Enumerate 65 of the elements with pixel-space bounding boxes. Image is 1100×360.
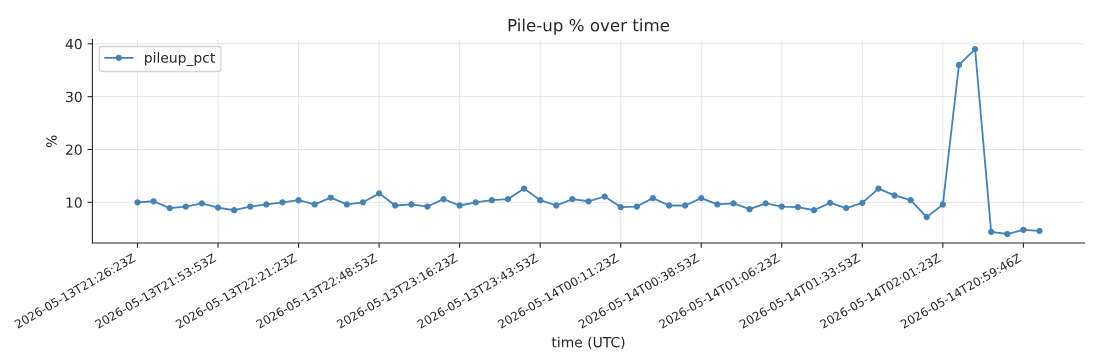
point [263,201,270,208]
point [311,201,318,208]
point [166,205,173,212]
point [714,201,721,208]
point [488,197,495,204]
point [907,197,914,204]
point [649,194,657,202]
x-axis-title: time (UTC) [551,336,625,350]
point [569,196,576,203]
point [343,201,351,208]
point [746,206,753,213]
point [553,202,560,209]
point [891,192,898,199]
point [440,196,447,203]
point [585,198,592,205]
point [198,200,206,207]
point [810,207,818,214]
y-tick-label: 10 [66,197,82,208]
point [859,199,866,206]
point [1036,227,1043,234]
point [134,199,141,206]
point [279,199,286,206]
point [231,207,238,214]
point [939,201,946,208]
y-tick-label: 20 [66,144,82,155]
point [923,213,930,221]
point [633,203,640,210]
point [682,202,689,209]
point [472,199,479,206]
point [988,228,995,236]
point [182,203,189,210]
point [665,202,673,209]
point [601,193,608,200]
point [504,196,512,203]
point [1020,226,1027,233]
point [698,194,705,202]
point [875,185,882,192]
legend-label: pileup_pct [145,52,215,66]
point [826,199,834,206]
point [424,203,431,210]
point [778,203,785,210]
y-tick-label: 30 [66,91,82,103]
point [456,202,463,209]
point [359,199,367,206]
point [1004,230,1011,238]
y-axis-title: % [46,135,57,148]
point [762,200,769,207]
point [408,201,415,208]
point [520,185,528,192]
point [955,61,963,69]
point [971,45,979,53]
point [730,200,737,207]
point [392,202,399,209]
point [150,198,157,205]
point [537,197,544,204]
point [375,190,383,197]
y-tick-label: 40 [65,38,82,50]
chart-title: Pile-up % over time [508,18,670,35]
point [794,203,802,211]
point [295,197,302,204]
point [214,204,222,211]
point [327,194,334,201]
point [617,203,624,211]
point [843,205,850,212]
point [247,203,254,210]
